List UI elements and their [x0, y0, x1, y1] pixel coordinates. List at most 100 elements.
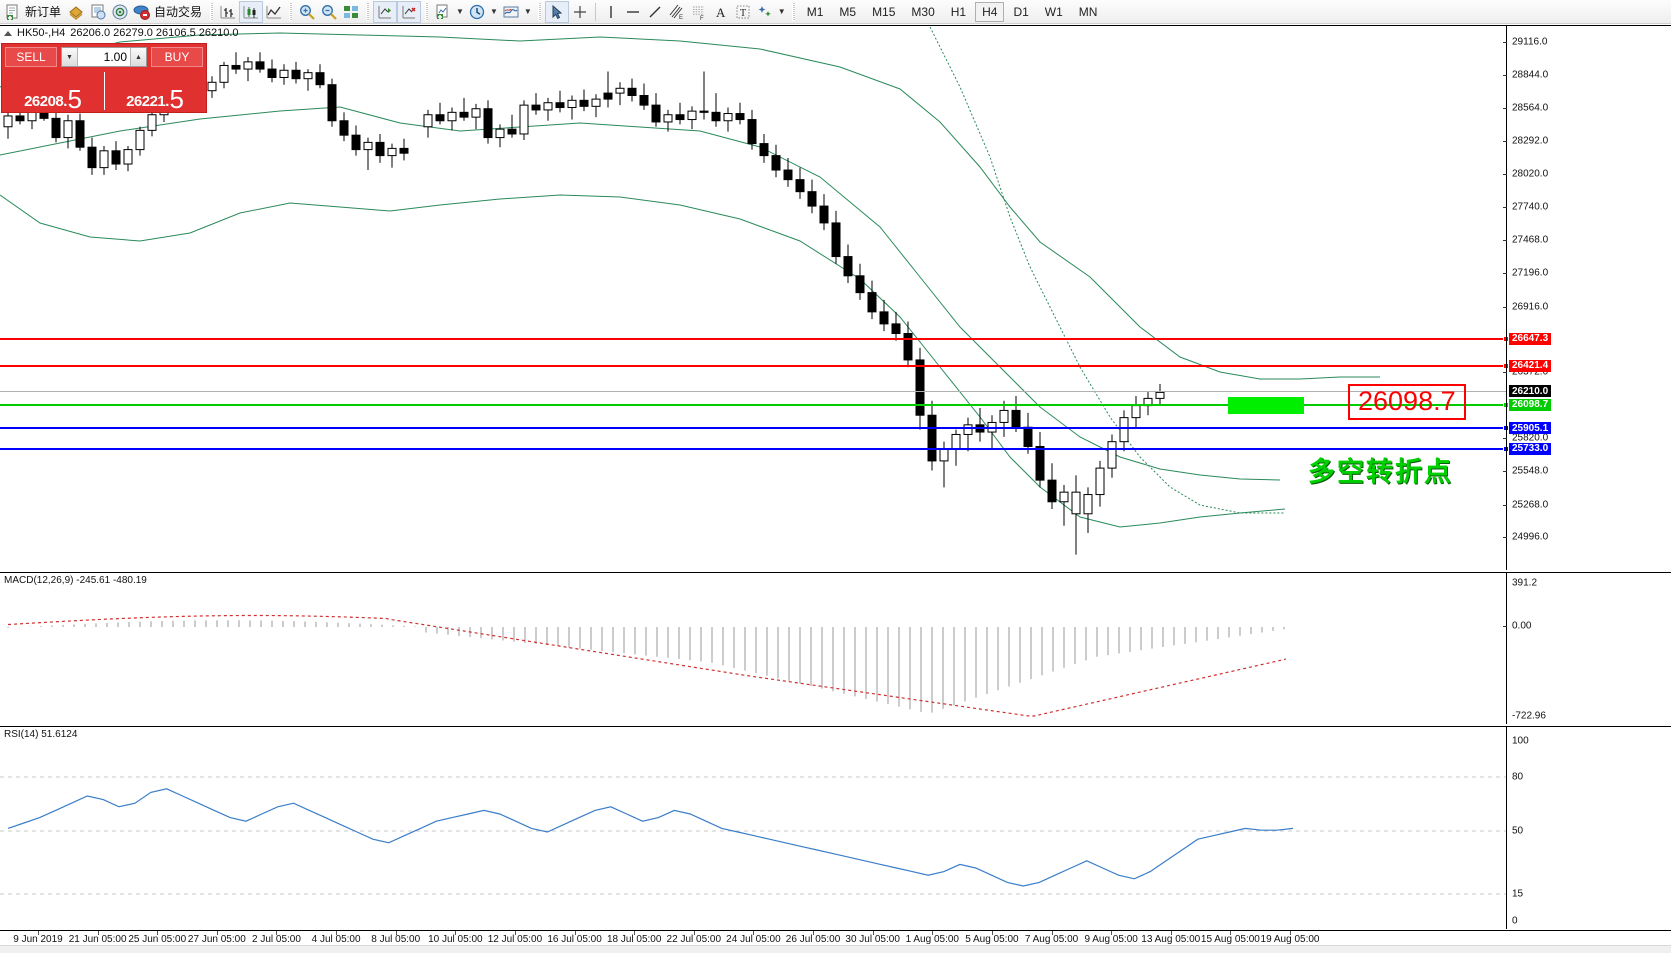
navigator-button[interactable]: [109, 1, 131, 23]
indicators-button[interactable]: ▼: [432, 1, 466, 23]
chevron-down-icon[interactable]: ▼: [456, 7, 464, 16]
templates-button[interactable]: ▼: [500, 1, 534, 23]
objects-button[interactable]: ▼: [754, 1, 788, 23]
volume-value[interactable]: 1.00: [103, 50, 127, 64]
buy-button[interactable]: BUY: [151, 47, 203, 67]
timeframe-mn[interactable]: MN: [1078, 4, 1098, 19]
collapse-triangle-icon[interactable]: [4, 30, 12, 36]
equidistant-channel-button[interactable]: E: [666, 1, 688, 23]
time-axis-label: 18 Jul 05:00: [606, 934, 662, 945]
macd-indicator-pane[interactable]: MACD(12,26,9) -245.61 -480.19 391.2 0.00 -…: [0, 572, 1671, 724]
crosshair-button[interactable]: [569, 1, 591, 23]
time-axis-label: 8 Jul 05:00: [371, 934, 421, 945]
timeframe-d1[interactable]: D1: [1013, 4, 1029, 19]
price-level-line[interactable]: [0, 403, 1506, 406]
time-axis-label: 9 Aug 05:00: [1084, 934, 1138, 945]
candle-body: [483, 108, 493, 139]
vline-button[interactable]: [600, 1, 622, 23]
chevron-down-icon[interactable]: ▼: [777, 7, 786, 16]
trendline-button[interactable]: [644, 1, 666, 23]
candle-body: [915, 359, 925, 416]
zoom-out-button[interactable]: [318, 1, 340, 23]
auto-scroll-button[interactable]: [397, 0, 422, 23]
volume-increment-icon[interactable]: ▲: [130, 48, 146, 66]
chevron-down-icon[interactable]: ▼: [523, 7, 532, 16]
svg-text:A: A: [716, 5, 726, 20]
period-button[interactable]: ▼: [466, 1, 500, 23]
chart-shift-button[interactable]: [373, 0, 398, 23]
price-level-line[interactable]: [0, 364, 1506, 367]
macd-canvas[interactable]: [0, 574, 1506, 725]
chevron-down-icon[interactable]: ▼: [489, 7, 498, 16]
timeframe-w1[interactable]: W1: [1044, 4, 1063, 19]
macd-axis-label: -722.96: [1512, 710, 1546, 722]
timeframe-m30[interactable]: M30: [911, 4, 935, 19]
cursor-button[interactable]: [544, 0, 569, 23]
sell-price-fraction: 5: [67, 83, 82, 114]
candle-body: [375, 141, 385, 157]
price-level-line[interactable]: [0, 447, 1506, 450]
candle-body: [471, 108, 481, 118]
fibonacci-button[interactable]: F: [688, 1, 710, 23]
main-toolbar: 新订单 自动交易: [0, 0, 1671, 24]
candle-body: [1095, 467, 1105, 496]
sell-price[interactable]: 26208 . 5: [2, 70, 104, 112]
price-chart-pane[interactable]: 26098.7 多空转折点 29116.0 28844.0 28564.0 28292.…: [0, 25, 1671, 570]
line-chart-button[interactable]: [263, 1, 285, 23]
price-level-tag[interactable]: 26098.7: [1509, 398, 1552, 411]
price-level-line[interactable]: [0, 337, 1506, 340]
candle-body: [939, 448, 949, 462]
price-axis[interactable]: 29116.0 28844.0 28564.0 28292.0 28020.0 27740…: [1503, 26, 1671, 570]
zoom-in-button[interactable]: [296, 1, 318, 23]
text-label-icon: T: [734, 3, 752, 21]
current-price-tag[interactable]: 26210.0: [1509, 385, 1552, 398]
bollinger-band-line-0: [0, 32, 1380, 380]
candle-body: [735, 113, 745, 121]
new-order-icon: [4, 3, 22, 21]
price-level-tag[interactable]: 25905.1: [1509, 422, 1552, 435]
timeframe-m15[interactable]: M15: [872, 4, 896, 19]
new-order-button[interactable]: 新订单: [2, 1, 65, 23]
text-label-button[interactable]: T: [732, 1, 754, 23]
volume-stepper[interactable]: ▼ 1.00 ▲: [61, 47, 147, 67]
price-level-tag[interactable]: 26647.3: [1509, 332, 1552, 345]
timeframe-m5[interactable]: M5: [839, 4, 857, 19]
text-button[interactable]: A: [710, 1, 732, 23]
chinese-annotation[interactable]: 多空转折点: [1308, 456, 1453, 488]
candle-body: [579, 99, 589, 107]
rsi-axis[interactable]: 100 80 50 15 0: [1506, 727, 1671, 929]
sell-button[interactable]: SELL: [5, 47, 57, 67]
candlestick-chart-button[interactable]: [239, 0, 264, 23]
candle-body: [1023, 426, 1033, 447]
rsi-indicator-pane[interactable]: RSI(14) 51.6124 100 80 50 15 0: [0, 726, 1671, 929]
price-level-tag[interactable]: 26421.4: [1509, 359, 1552, 372]
expert-advisor-button[interactable]: [65, 1, 87, 23]
hline-button[interactable]: [622, 1, 644, 23]
toolbar-separator: [289, 2, 293, 21]
macd-axis[interactable]: 391.2 0.00 -722.96: [1503, 573, 1671, 724]
text-icon: A: [712, 3, 730, 21]
one-click-trading-panel[interactable]: SELL ▼ 1.00 ▲ BUY 26208 . 5 26221 . 5: [2, 44, 206, 112]
bar-chart-button[interactable]: [217, 1, 239, 23]
data-window-button[interactable]: [87, 1, 109, 23]
volume-decrement-icon[interactable]: ▼: [62, 48, 78, 66]
timeframe-m1[interactable]: M1: [806, 4, 824, 19]
buy-price[interactable]: 26221 . 5: [104, 70, 206, 112]
time-axis-tick: [336, 931, 338, 935]
candle-body: [423, 114, 433, 128]
macd-axis-tick: [1503, 626, 1507, 628]
toolbar-separator: [594, 2, 596, 21]
tile-windows-button[interactable]: [340, 1, 362, 23]
candle-body: [135, 129, 145, 151]
price-chart-canvas[interactable]: [0, 26, 1506, 571]
price-axis-tick: [1503, 272, 1507, 274]
timeframe-h4[interactable]: H4: [975, 1, 1005, 22]
price-axis-line: [1506, 26, 1507, 570]
price-level-line[interactable]: [0, 427, 1506, 430]
price-level-tag[interactable]: 25733.0: [1509, 442, 1552, 455]
rsi-canvas[interactable]: [0, 728, 1506, 930]
price-callout-label[interactable]: 26098.7: [1348, 383, 1466, 421]
timeframe-h1[interactable]: H1: [950, 4, 967, 19]
auto-trading-button[interactable]: 自动交易: [131, 1, 206, 23]
highlight-box[interactable]: [1228, 397, 1304, 415]
